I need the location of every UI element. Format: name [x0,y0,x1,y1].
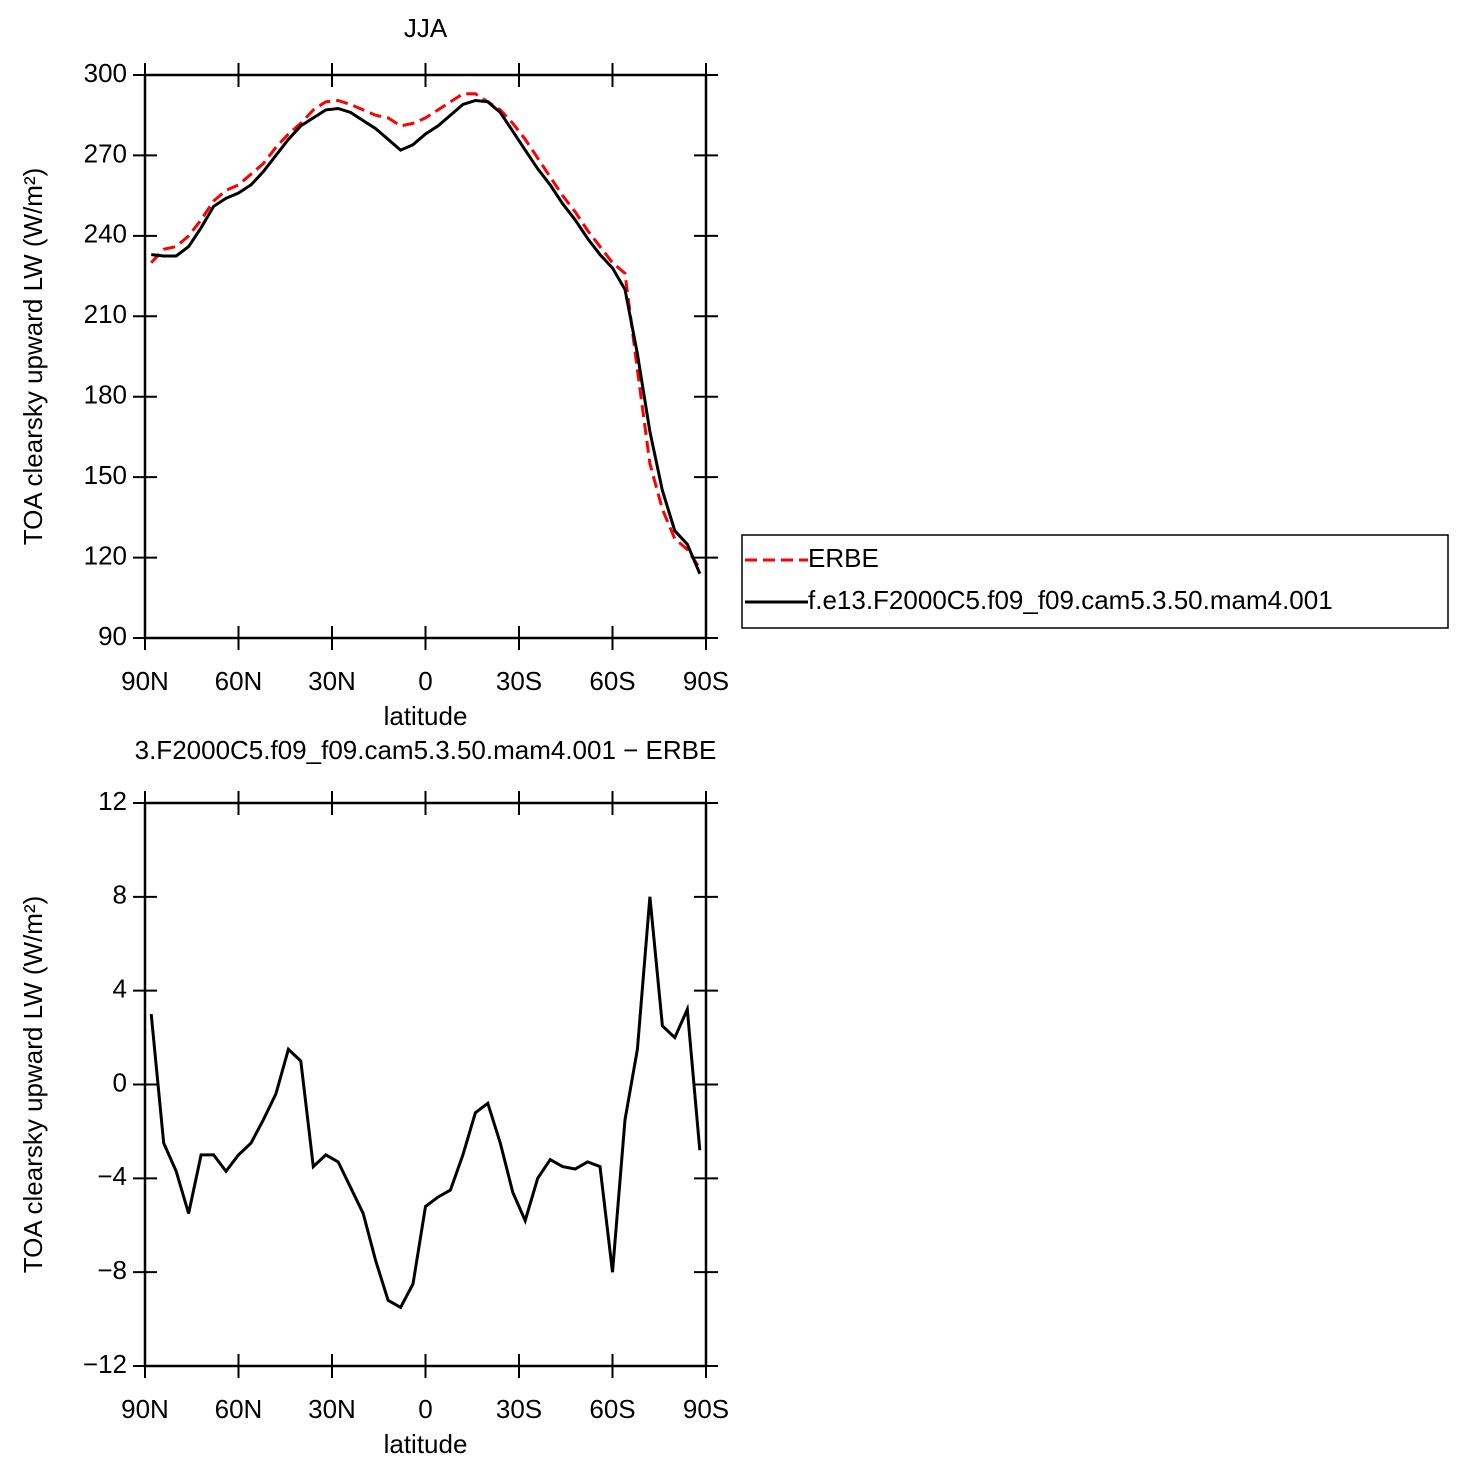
y-axis-label: TOA clearsky upward LW (W/m²) [18,168,48,546]
x-tick-label: 30S [496,666,542,696]
y-tick-label: 90 [98,621,127,651]
y-tick-label: 300 [84,58,127,88]
y-tick-label: 150 [84,460,127,490]
y-tick-label: 240 [84,219,127,249]
x-tick-label: 60N [215,666,263,696]
x-tick-label: 90S [683,666,729,696]
y-tick-label: 120 [84,540,127,570]
y-tick-label: 0 [113,1067,127,1097]
y-tick-label: −8 [97,1255,127,1285]
legend-box [741,534,1449,629]
legend-label: ERBE [808,543,879,573]
y-tick-label: −4 [97,1161,127,1191]
x-tick-label: 60N [215,1394,263,1424]
x-tick-label: 0 [418,1394,432,1424]
y-tick-label: 180 [84,380,127,410]
x-axis-label: latitude [384,1429,468,1459]
x-tick-label: 60S [589,666,635,696]
plot-frame [143,73,708,640]
y-tick-label: 8 [113,880,127,910]
data-line [151,98,702,575]
x-tick-label: 90N [121,1394,169,1424]
x-axis-label: latitude [384,701,468,731]
x-tick-label: 60S [589,1394,635,1424]
y-tick-label: 4 [113,974,127,1004]
y-tick-label: 270 [84,138,127,168]
x-tick-label: 90N [121,666,169,696]
y-tick-label: −12 [83,1349,127,1379]
x-tick-label: 90S [683,1394,729,1424]
legend-label: f.e13.F2000C5.f09_f09.cam5.3.50.mam4.001 [808,585,1333,615]
x-tick-label: 30N [308,1394,356,1424]
x-tick-label: 30N [308,666,356,696]
y-axis-label: TOA clearsky upward LW (W/m²) [18,896,48,1274]
chart-title: 3.F2000C5.f09_f09.cam5.3.50.mam4.001 − E… [135,735,717,765]
x-tick-label: 0 [418,666,432,696]
x-tick-label: 30S [496,1394,542,1424]
y-tick-label: 12 [98,786,127,816]
data-line [149,896,702,1310]
plot-frame [143,801,708,1368]
data-line [150,92,702,570]
chart-title: JJA [404,13,448,43]
y-tick-label: 210 [84,299,127,329]
